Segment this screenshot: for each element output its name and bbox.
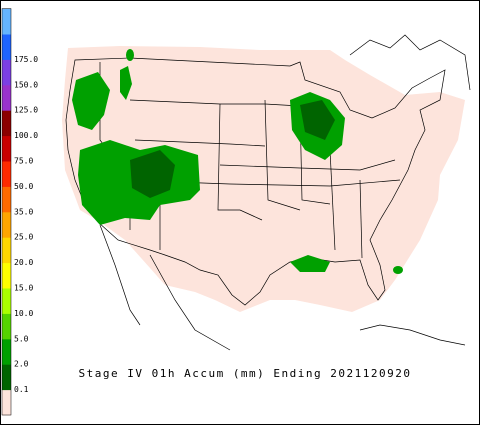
coverage-area [62, 46, 465, 312]
legend-label: 175.0 [14, 55, 38, 64]
legend-swatch [2, 34, 11, 60]
legend-swatch [2, 135, 11, 162]
legend-label: 150.0 [14, 80, 38, 89]
map-title: Stage IV 01h Accum (mm) Ending 202112092… [78, 367, 411, 380]
legend-swatch [2, 59, 11, 86]
legend-swatch [2, 364, 11, 391]
legend-label: 10.0 [14, 309, 33, 318]
legend-label: 125.0 [14, 106, 38, 115]
legend-label: 100.0 [14, 131, 38, 140]
legend-label: 0.1 [14, 385, 29, 394]
country-outline [65, 57, 446, 306]
legend-swatch [2, 110, 11, 137]
legend-swatch [2, 211, 11, 238]
legend-label: 15.0 [14, 284, 33, 293]
legend-border [1, 8, 12, 416]
legend-label: 20.0 [14, 258, 33, 267]
legend-label: 50.0 [14, 182, 33, 191]
legend-swatch [2, 288, 11, 314]
legend-swatch [2, 262, 11, 289]
legend-swatch [2, 313, 11, 340]
legend-swatch [2, 186, 11, 213]
legend-swatch [2, 8, 11, 35]
legend: 0.1 2.0 5.0 10.0 15.0 20.0 25.0 35.0 50.0 75.0 100… [1, 8, 38, 416]
legend-swatch [2, 84, 11, 111]
legend-label: 5.0 [14, 334, 29, 343]
legend-swatch [2, 161, 11, 187]
coastlines [99, 34, 471, 351]
legend-label: 75.0 [14, 157, 33, 166]
legend-swatch [2, 389, 11, 416]
legend-swatch [2, 237, 11, 264]
legend-swatch [2, 338, 11, 365]
legend-label: 25.0 [14, 233, 33, 242]
legend-label: 35.0 [14, 207, 33, 216]
legend-label: 2.0 [14, 360, 29, 369]
precip-heavy [130, 100, 335, 198]
